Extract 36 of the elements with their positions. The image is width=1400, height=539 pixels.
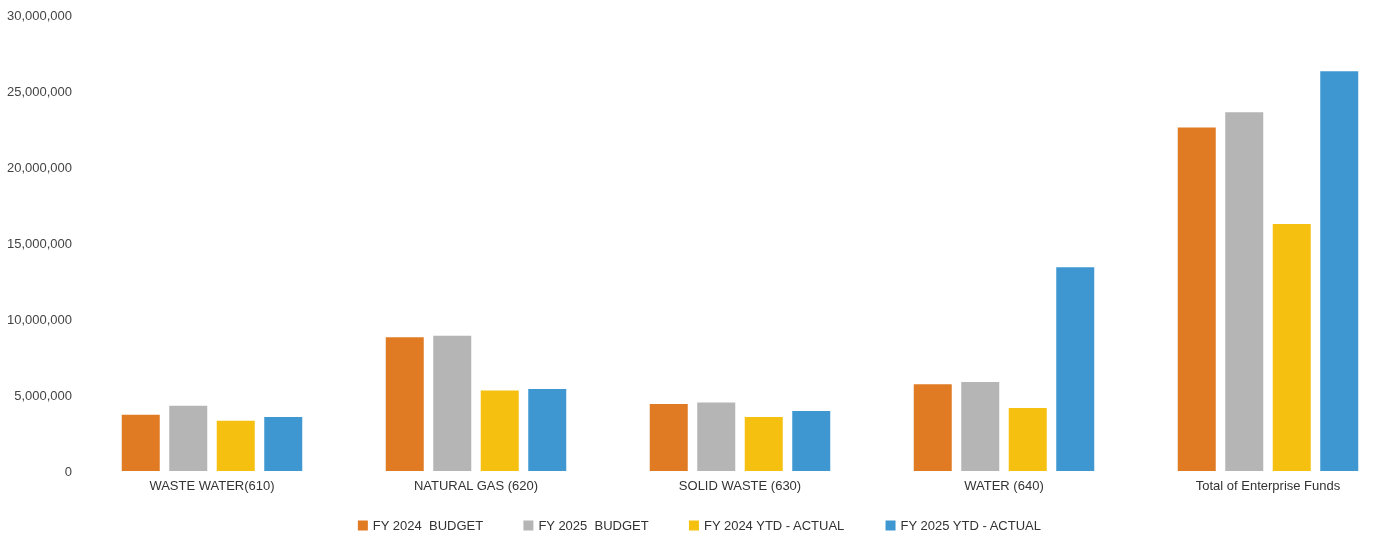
bar (792, 410, 831, 471)
bar (480, 390, 519, 471)
bar (697, 402, 736, 471)
legend-label: FY 2025 YTD - ACTUAL (900, 518, 1041, 533)
bar (264, 417, 303, 471)
bar (216, 420, 255, 471)
y-tick-label: 25,000,000 (6, 83, 72, 99)
bar (913, 384, 952, 471)
bar (1008, 407, 1047, 471)
bar (744, 417, 783, 471)
x-tick-label: WASTE WATER(610) (149, 478, 275, 493)
bar (1272, 224, 1311, 471)
bar (433, 335, 472, 471)
y-tick-label: 10,000,000 (6, 311, 72, 327)
bar (1177, 127, 1216, 471)
x-tick-label: WATER (640) (964, 478, 1044, 493)
y-tick-label: 5,000,000 (14, 387, 72, 403)
y-tick-label: 15,000,000 (6, 235, 72, 251)
x-tick-label: NATURAL GAS (620) (413, 478, 539, 493)
y-tick-label: 30,000,000 (6, 7, 72, 23)
legend-label: FY 2024 YTD - ACTUAL (703, 518, 845, 533)
bar (528, 388, 567, 471)
legend-label: FY 2024 BUDGET (372, 518, 484, 533)
x-tick-label: Total of Enterprise Funds (1195, 478, 1341, 493)
bar (169, 405, 208, 471)
bar (649, 404, 688, 471)
bar (1056, 267, 1095, 471)
y-tick-label: 20,000,000 (6, 159, 72, 175)
bar (1320, 71, 1359, 471)
bar (1225, 112, 1264, 471)
legend-label: FY 2025 BUDGET (538, 518, 649, 533)
bar (121, 414, 160, 471)
y-tick-label: 0 (64, 463, 72, 479)
bar (385, 337, 424, 471)
x-tick-label: SOLID WASTE (630) (678, 478, 802, 493)
bar (961, 382, 1000, 471)
